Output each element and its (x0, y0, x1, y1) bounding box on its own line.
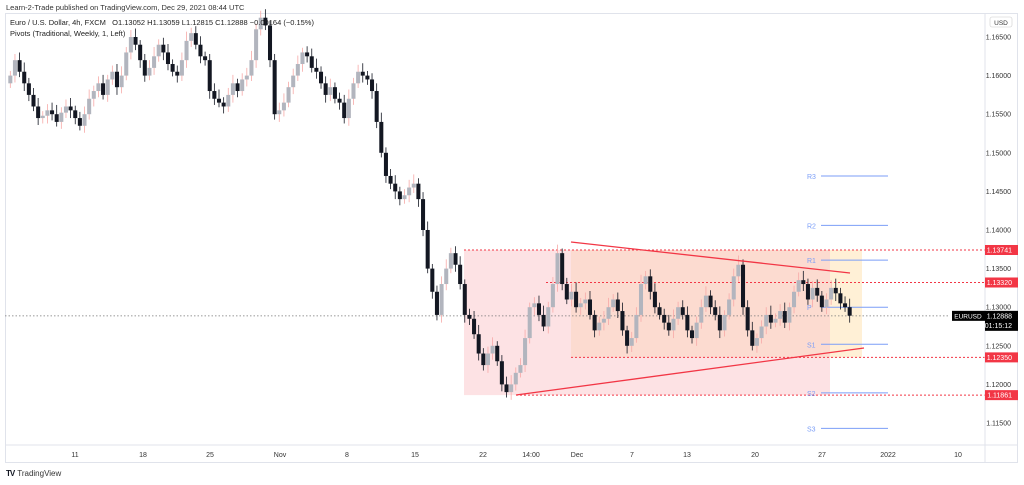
svg-text:R3: R3 (807, 174, 816, 181)
svg-text:1.11861: 1.11861 (987, 393, 1012, 400)
currency-button (989, 16, 1013, 28)
svg-text:1.16500: 1.16500 (986, 35, 1011, 42)
legend-main[interactable]: Euro / U.S. Dollar, 4h, FXCM O1.13052 H1… (10, 18, 314, 27)
candlestick-series (8, 9, 852, 400)
svg-text:Nov: Nov (274, 452, 287, 459)
svg-text:EURUSD: EURUSD (954, 313, 982, 320)
legend-symbol: Euro / U.S. Dollar, 4h, FXCM (10, 18, 106, 27)
price-label (985, 390, 1018, 401)
svg-text:15: 15 (411, 452, 419, 459)
upper-trendline (570, 241, 851, 274)
svg-text:7: 7 (630, 452, 634, 459)
price-axis[interactable]: USD 1.16500 1.16000 1.15500 1.15000 1.14500 1.… (5, 14, 1018, 462)
svg-text:1.12888: 1.12888 (987, 313, 1012, 320)
svg-text:1.12000: 1.12000 (986, 382, 1011, 389)
svg-text:1.14500: 1.14500 (986, 189, 1011, 196)
svg-text:13: 13 (683, 452, 691, 459)
lower-trendline (515, 347, 865, 396)
svg-text:1.13741: 1.13741 (987, 247, 1012, 254)
tradingview-logo[interactable]: TV TradingView (6, 469, 61, 478)
svg-text:1.12350: 1.12350 (987, 355, 1012, 362)
svg-text:Dec: Dec (571, 452, 584, 459)
svg-text:S3: S3 (807, 426, 816, 433)
price-label (985, 244, 1018, 255)
svg-text:S1: S1 (807, 342, 816, 349)
svg-text:1.14000: 1.14000 (986, 228, 1011, 235)
svg-text:1.13500: 1.13500 (986, 266, 1011, 273)
svg-text:01:15:12: 01:15:12 (985, 323, 1012, 330)
tradingview-brand: TradingView (17, 469, 62, 478)
svg-text:R2: R2 (807, 223, 816, 230)
svg-text:1.13320: 1.13320 (987, 280, 1012, 287)
level-lines: R3 R2 R1 P S1 S2 S3 (5, 174, 985, 433)
svg-text:2022: 2022 (880, 452, 896, 459)
svg-text:USD: USD (994, 20, 1008, 27)
svg-text:8: 8 (345, 452, 349, 459)
price-label (985, 277, 1018, 288)
svg-text:27: 27 (818, 452, 826, 459)
price-label (985, 352, 1018, 363)
trendlines[interactable] (515, 241, 865, 396)
svg-text:1.15500: 1.15500 (986, 112, 1011, 119)
svg-text:18: 18 (139, 452, 147, 459)
chart-frame[interactable] (5, 13, 1018, 463)
svg-text:S2: S2 (807, 391, 816, 398)
svg-text:R1: R1 (807, 258, 816, 265)
svg-text:25: 25 (206, 452, 214, 459)
svg-text:1.13000: 1.13000 (986, 305, 1011, 312)
svg-text:14:00: 14:00 (522, 452, 540, 459)
tradingview-logo-icon: TV (6, 469, 15, 478)
svg-text:1.12500: 1.12500 (986, 343, 1011, 350)
svg-text:22: 22 (479, 452, 487, 459)
legend-ohlc: O1.13052 H1.13059 L1.12815 C1.12888 −0.0… (112, 18, 314, 27)
legend-indicator[interactable]: Pivots (Traditional, Weekly, 1, Left) (10, 29, 126, 38)
svg-text:20: 20 (751, 452, 759, 459)
publish-info: Learn-2-Trade published on TradingView.c… (6, 3, 245, 12)
time-axis[interactable]: 11 18 25 Nov 8 15 22 14:00 Dec 7 13 20 27 2022 10 (71, 452, 962, 459)
svg-text:P: P (807, 305, 812, 312)
svg-text:1.15000: 1.15000 (986, 150, 1011, 157)
svg-text:1.16000: 1.16000 (986, 73, 1011, 80)
last-price-label (985, 310, 1018, 331)
svg-text:1.11500: 1.11500 (986, 421, 1011, 428)
svg-text:10: 10 (954, 452, 962, 459)
svg-text:11: 11 (71, 452, 78, 459)
